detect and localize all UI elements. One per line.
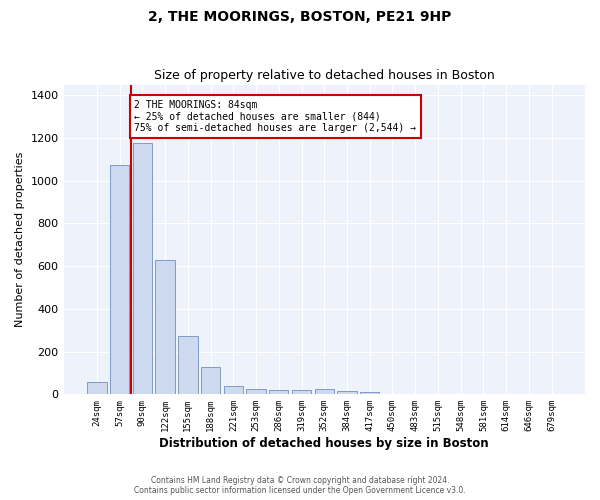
Bar: [314, 389, 334, 394]
Bar: [224, 386, 243, 394]
Bar: [110, 164, 130, 394]
Bar: [247, 389, 266, 394]
Title: Size of property relative to detached houses in Boston: Size of property relative to detached ho…: [154, 69, 494, 82]
Bar: [292, 390, 311, 394]
X-axis label: Distribution of detached houses by size in Boston: Distribution of detached houses by size …: [160, 437, 489, 450]
Bar: [178, 336, 197, 394]
Bar: [337, 391, 356, 394]
Bar: [87, 382, 107, 394]
Bar: [360, 392, 379, 394]
Bar: [269, 390, 289, 394]
Bar: [201, 366, 220, 394]
Bar: [155, 260, 175, 394]
Text: 2 THE MOORINGS: 84sqm
← 25% of detached houses are smaller (844)
75% of semi-det: 2 THE MOORINGS: 84sqm ← 25% of detached …: [134, 100, 416, 132]
Text: 2, THE MOORINGS, BOSTON, PE21 9HP: 2, THE MOORINGS, BOSTON, PE21 9HP: [148, 10, 452, 24]
Text: Contains HM Land Registry data © Crown copyright and database right 2024.
Contai: Contains HM Land Registry data © Crown c…: [134, 476, 466, 495]
Y-axis label: Number of detached properties: Number of detached properties: [15, 152, 25, 327]
Bar: [133, 144, 152, 394]
